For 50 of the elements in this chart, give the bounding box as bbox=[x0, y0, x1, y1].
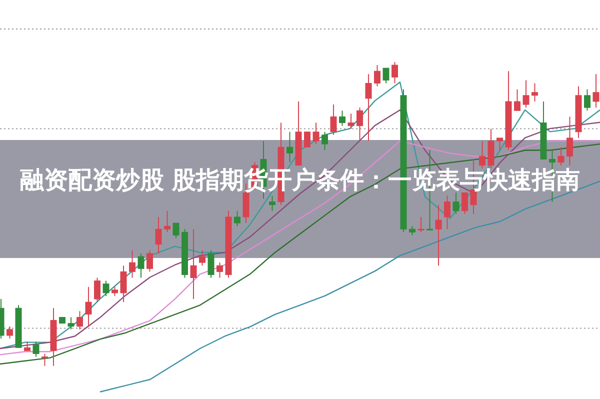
candlestick bbox=[356, 107, 363, 142]
candlestick bbox=[496, 137, 503, 151]
candlestick bbox=[462, 192, 468, 214]
candlestick bbox=[566, 116, 573, 166]
candlestick bbox=[138, 252, 144, 278]
candlestick bbox=[68, 316, 74, 330]
candlestick bbox=[129, 250, 136, 278]
candlestick bbox=[120, 265, 127, 303]
candlestick bbox=[32, 341, 40, 358]
candlestick bbox=[418, 216, 424, 233]
candlestick bbox=[146, 250, 153, 272]
candlestick bbox=[348, 113, 354, 130]
candlestick bbox=[155, 216, 162, 254]
candlestick bbox=[208, 250, 214, 278]
candlestick bbox=[409, 226, 416, 236]
candlestick bbox=[102, 280, 110, 296]
candlestick bbox=[94, 277, 100, 303]
candlestick bbox=[6, 326, 13, 340]
candlestick bbox=[382, 68, 390, 84]
candlestick bbox=[234, 210, 240, 227]
candlestick bbox=[199, 250, 206, 266]
candlestick bbox=[330, 104, 337, 136]
candlestick bbox=[216, 262, 223, 278]
candlestick bbox=[312, 122, 320, 145]
candlestick bbox=[532, 82, 538, 102]
candlestick bbox=[514, 88, 520, 112]
candlestick bbox=[592, 74, 600, 108]
candlestick bbox=[76, 310, 83, 330]
candlestick bbox=[42, 353, 48, 366]
candlestick bbox=[269, 195, 276, 212]
candlestick bbox=[322, 131, 328, 151]
candlestick bbox=[479, 140, 486, 169]
candlestick bbox=[435, 204, 442, 266]
candlestick bbox=[304, 131, 310, 148]
candlestick bbox=[172, 222, 180, 239]
candlestick bbox=[190, 228, 197, 300]
candlestick bbox=[584, 88, 590, 112]
candlestick bbox=[112, 286, 118, 296]
candlestick bbox=[392, 61, 398, 84]
candlestick bbox=[85, 286, 92, 327]
candlestick bbox=[444, 195, 450, 230]
candlestick bbox=[452, 192, 460, 214]
candlestick bbox=[164, 210, 170, 233]
candlestick bbox=[339, 110, 346, 126]
candlestick bbox=[522, 80, 530, 108]
candlestick bbox=[365, 74, 372, 142]
candlestick bbox=[374, 64, 380, 87]
candlestick bbox=[286, 131, 293, 163]
candlestick bbox=[24, 341, 30, 352]
candlestick bbox=[558, 146, 564, 166]
